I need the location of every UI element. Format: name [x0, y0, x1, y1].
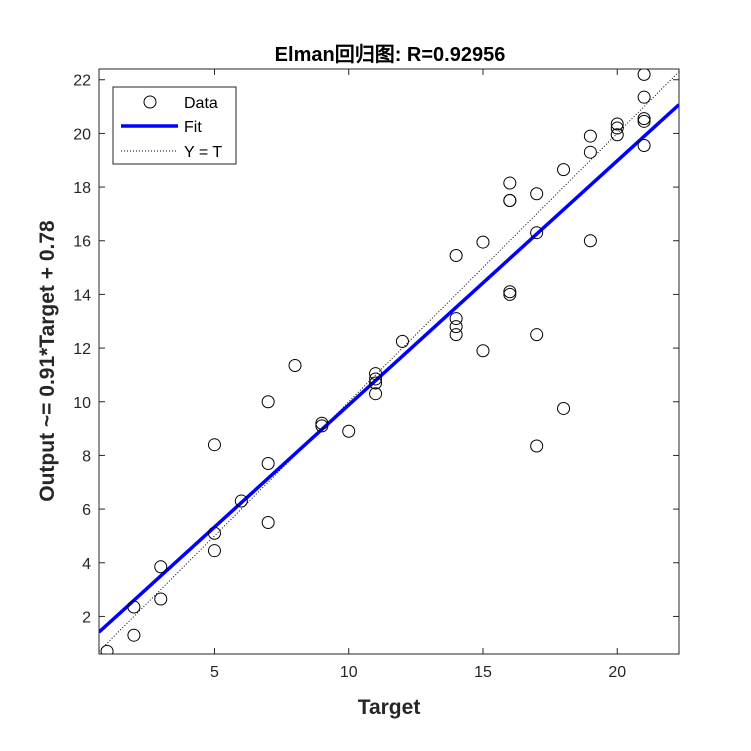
data-point — [315, 419, 329, 433]
x-tick-label: 10 — [340, 664, 358, 681]
y-tick-label: 12 — [73, 341, 91, 358]
data-point — [342, 424, 356, 438]
data-point — [530, 439, 544, 453]
data-point — [530, 187, 544, 201]
data-point — [288, 359, 302, 373]
y-tick-label: 16 — [73, 234, 91, 251]
y-tick-label: 22 — [73, 73, 91, 90]
data-point — [449, 328, 463, 342]
data-point — [637, 138, 651, 152]
data-point — [583, 129, 597, 143]
data-point — [207, 544, 221, 558]
data-point — [154, 592, 168, 606]
y-axis-ticks: 2 4 6 8 10 12 14 16 18 20 22 — [73, 73, 679, 626]
data-point — [557, 163, 571, 177]
data-point — [476, 235, 490, 249]
y-tick-label: 2 — [82, 609, 91, 626]
y-tick-label: 10 — [73, 395, 91, 412]
legend-data-label: Data — [184, 95, 218, 112]
x-axis-ticks: 5 10 15 20 — [210, 69, 626, 681]
y-tick-label: 20 — [73, 126, 91, 143]
y-tick-label: 4 — [82, 556, 91, 573]
data-point — [503, 285, 517, 299]
data-point — [449, 249, 463, 263]
data-point — [315, 416, 329, 430]
data-point — [127, 600, 141, 614]
data-point — [637, 90, 651, 104]
data-point — [234, 494, 248, 508]
data-point — [207, 438, 221, 452]
y-tick-label: 8 — [82, 448, 91, 465]
data-point — [449, 312, 463, 326]
legend-identity-label: Y = T — [184, 144, 222, 161]
data-point — [369, 372, 383, 386]
chart-title: Elman回归图: R=0.92956 — [275, 42, 506, 66]
data-point — [395, 334, 409, 348]
data-point — [503, 176, 517, 190]
y-tick-label: 18 — [73, 180, 91, 197]
data-point — [610, 128, 624, 142]
data-point — [610, 121, 624, 135]
x-tick-label: 15 — [474, 664, 492, 681]
data-point — [637, 112, 651, 126]
y-axis-label: Output ~= 0.91*Target + 0.78 — [36, 220, 59, 502]
data-point — [449, 320, 463, 334]
fit-line — [99, 103, 679, 634]
data-point — [530, 328, 544, 342]
data-point — [557, 401, 571, 415]
data-point — [369, 367, 383, 381]
plot-area: 5 10 15 20 2 4 6 8 10 12 14 16 18 20 22 — [73, 68, 680, 681]
data-point — [637, 69, 651, 81]
data-point — [503, 193, 517, 207]
data-point — [610, 117, 624, 131]
legend-data-marker — [143, 95, 157, 109]
x-tick-label: 20 — [608, 664, 626, 681]
line-layer — [99, 71, 679, 652]
data-point — [261, 516, 275, 530]
data-point — [583, 145, 597, 159]
y-tick-label: 6 — [82, 502, 91, 519]
data-point — [207, 526, 221, 540]
data-point — [503, 287, 517, 301]
data-point — [100, 644, 114, 654]
y-tick-label: 14 — [73, 287, 91, 304]
legend-fit-label: Fit — [184, 119, 202, 136]
legend: Data Fit Y = T — [112, 86, 237, 165]
data-point — [369, 376, 383, 390]
data-point — [583, 234, 597, 248]
x-axis-label: Target — [358, 696, 421, 719]
data-point — [261, 456, 275, 470]
data-point — [476, 344, 490, 358]
data-point — [369, 387, 383, 401]
scatter-layer — [100, 69, 651, 654]
axes-box — [98, 68, 680, 655]
x-tick-label: 5 — [210, 664, 219, 681]
data-point — [154, 560, 168, 574]
data-point — [127, 628, 141, 642]
data-point — [637, 114, 651, 128]
data-point — [530, 226, 544, 240]
data-point — [261, 395, 275, 409]
